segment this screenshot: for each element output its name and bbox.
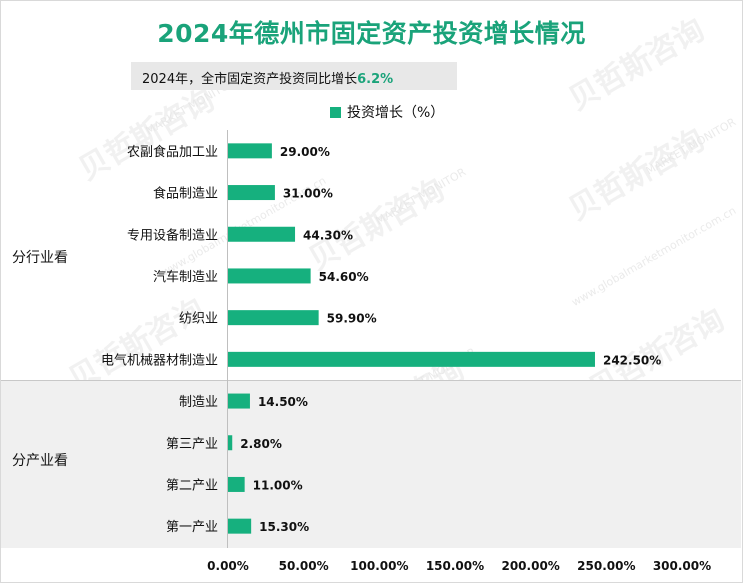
chart-subtitle: 2024年，全市固定资产投资同比增长6.2% xyxy=(142,68,393,87)
category-label: 食品制造业 xyxy=(153,186,218,202)
group-label-sector: 分行业看 xyxy=(12,250,68,266)
bar xyxy=(228,310,319,326)
category-label: 农副食品加工业 xyxy=(127,144,218,160)
category-label: 第三产业 xyxy=(166,437,218,452)
group-background-industry xyxy=(1,380,741,548)
category-label: 电气机械器材制造业 xyxy=(101,352,218,368)
bar xyxy=(228,518,252,534)
bar xyxy=(228,435,233,451)
x-tick-label: 100.00% xyxy=(350,559,408,573)
x-tick-label: 0.00% xyxy=(207,559,249,573)
group-label-industry: 分产业看 xyxy=(12,453,68,469)
bar xyxy=(228,351,595,367)
category-label: 第二产业 xyxy=(166,478,218,493)
data-label: 242.50% xyxy=(603,353,661,367)
category-label: 制造业 xyxy=(179,395,218,410)
bar xyxy=(228,143,272,159)
x-tick-label: 250.00% xyxy=(577,559,635,573)
bar xyxy=(228,393,250,409)
category-label: 专用设备制造业 xyxy=(127,227,218,243)
data-label: 11.00% xyxy=(253,478,303,492)
x-tick-label: 300.00% xyxy=(653,559,711,573)
x-tick-label: 200.00% xyxy=(501,559,559,573)
subtitle-box xyxy=(131,62,457,90)
x-tick-label: 150.00% xyxy=(426,559,484,573)
data-label: 54.60% xyxy=(319,270,369,284)
category-axis-line xyxy=(227,130,228,548)
category-label: 第一产业 xyxy=(166,520,218,535)
category-label: 纺织业 xyxy=(179,312,218,327)
data-label: 14.50% xyxy=(258,395,308,409)
bar xyxy=(228,268,311,284)
data-label: 44.30% xyxy=(303,228,353,242)
category-label: 汽车制造业 xyxy=(153,269,218,285)
legend-swatch xyxy=(330,107,341,118)
chart-legend: 投资增长（%） xyxy=(330,102,444,122)
data-label: 2.80% xyxy=(240,437,282,451)
group-divider xyxy=(1,380,741,381)
data-label: 59.90% xyxy=(327,312,377,326)
legend-label: 投资增长（%） xyxy=(347,105,445,121)
data-label: 29.00% xyxy=(280,145,330,159)
bar xyxy=(228,226,296,242)
subtitle-value: 6.2% xyxy=(357,72,394,87)
subtitle-text: 2024年，全市固定资产投资同比增长 xyxy=(142,72,358,87)
x-tick-label: 50.00% xyxy=(279,559,329,573)
chart-title: 2024年德州市固定资产投资增长情况 xyxy=(157,19,586,48)
data-label: 15.30% xyxy=(259,520,309,534)
bar xyxy=(228,476,245,492)
data-label: 31.00% xyxy=(283,187,333,201)
bar xyxy=(228,185,275,201)
